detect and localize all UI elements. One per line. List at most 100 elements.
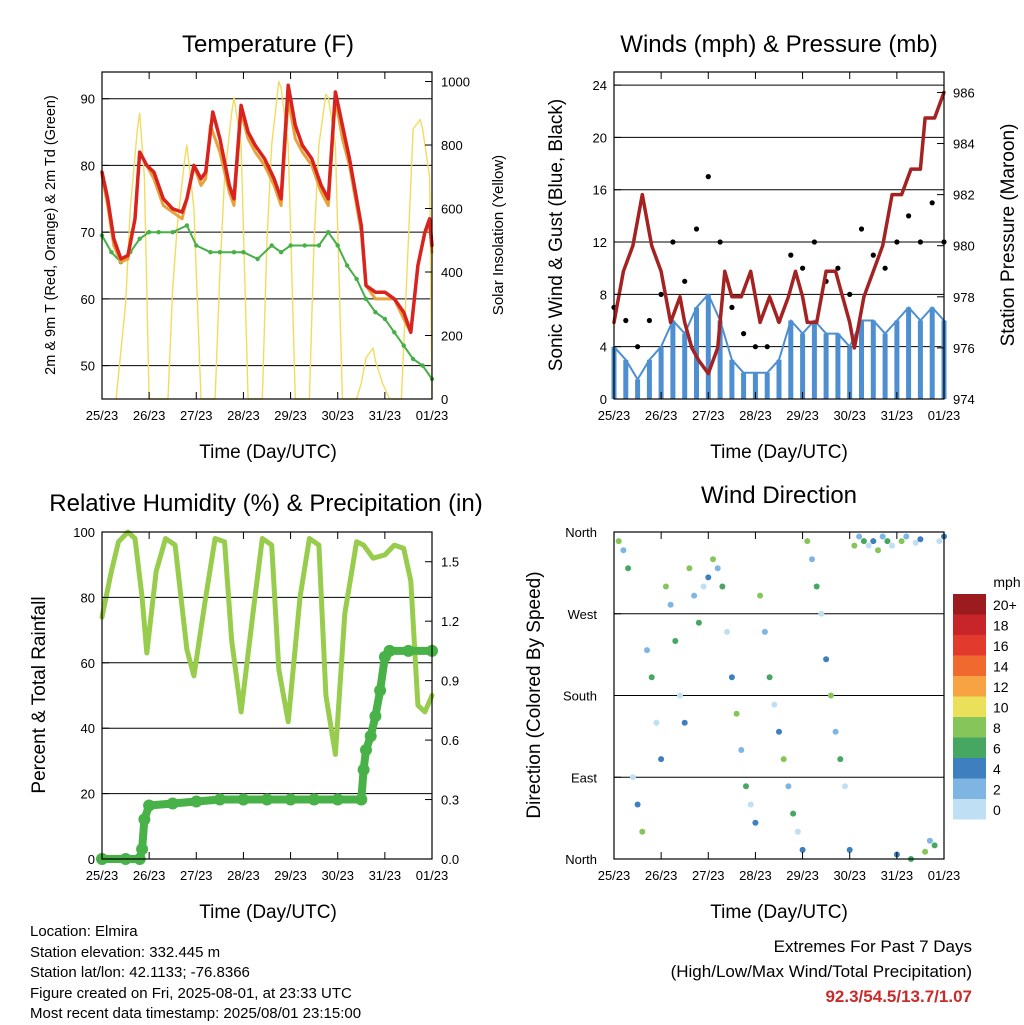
wind-direction-point bbox=[922, 848, 929, 855]
speed-legend-swatch bbox=[953, 635, 986, 656]
wind-direction-point bbox=[865, 542, 872, 549]
dewpoint-point bbox=[146, 230, 152, 235]
winds-y2tick-label: 978 bbox=[953, 290, 975, 305]
precipitation-point bbox=[308, 793, 321, 806]
direction-ylabel-left: Direction (Colored By Speed) bbox=[524, 571, 545, 818]
humidity-y2tick-label: 1.2 bbox=[441, 614, 459, 629]
winds-ytick-label: 4 bbox=[600, 340, 607, 355]
speed-legend-swatch bbox=[953, 676, 986, 697]
dewpoint-point bbox=[241, 250, 246, 255]
winds-y2tick-label: 976 bbox=[953, 341, 975, 356]
extremes-subtitle: (High/Low/Max Wind/Total Precipitation) bbox=[670, 962, 972, 981]
gust-point bbox=[741, 331, 747, 337]
wind-direction-point bbox=[917, 536, 924, 543]
precipitation-point bbox=[261, 793, 273, 806]
speed-legend-label: 6 bbox=[993, 741, 1001, 757]
wind-direction-point bbox=[705, 574, 712, 581]
dewpoint-point bbox=[137, 236, 142, 241]
wind-direction-point bbox=[884, 538, 891, 545]
dewpoint-point bbox=[335, 243, 340, 248]
wind-direction-point bbox=[860, 538, 867, 545]
winds-title: Winds (mph) & Pressure (mb) bbox=[620, 31, 937, 58]
gust-point bbox=[800, 265, 806, 271]
dewpoint-point bbox=[170, 230, 175, 235]
wind-direction-point bbox=[662, 583, 669, 590]
dewpoint-point bbox=[288, 243, 293, 248]
humidity-xlabel: Time (Day/UTC) bbox=[199, 902, 337, 923]
winds-ylabel-right: Station Pressure (Maroon) bbox=[998, 124, 1019, 347]
wind-direction-point bbox=[761, 628, 768, 635]
dewpoint-point bbox=[410, 356, 416, 362]
speed-legend-label: 16 bbox=[993, 638, 1009, 654]
wind-direction-point bbox=[700, 583, 707, 590]
dewpoint-point bbox=[344, 263, 350, 268]
wind-direction-point bbox=[799, 846, 806, 853]
wind-direction-point bbox=[719, 583, 726, 590]
temperature-xtick-label: 29/23 bbox=[274, 408, 307, 423]
direction-xtick-label: 25/23 bbox=[598, 868, 631, 883]
dewpoint-point bbox=[269, 243, 274, 248]
humidity-xtick-label: 26/23 bbox=[133, 868, 166, 883]
dewpoint-point bbox=[156, 230, 161, 235]
winds-ytick-label: 16 bbox=[593, 183, 607, 198]
temperature-ytick-label: 70 bbox=[81, 225, 95, 240]
winds-y2tick-label: 974 bbox=[953, 392, 975, 407]
precipitation-line bbox=[98, 646, 436, 863]
wind-direction-point bbox=[823, 656, 830, 663]
humidity-ytick-label: 20 bbox=[81, 787, 95, 802]
precipitation-point bbox=[166, 797, 179, 810]
precipitation-point bbox=[136, 843, 149, 856]
wind-direction-point bbox=[842, 783, 848, 790]
wind-direction-point bbox=[926, 837, 933, 844]
temperature-y2tick-label: 1000 bbox=[441, 75, 470, 90]
temperature-xlabel: Time (Day/UTC) bbox=[199, 442, 337, 463]
winds-y2tick-label: 982 bbox=[953, 188, 975, 203]
winds-ytick-label: 8 bbox=[600, 287, 607, 302]
temperature-y2tick-label: 400 bbox=[441, 265, 463, 280]
direction-panel: Wind Direction NorthEastSouthWestNorth25… bbox=[524, 482, 1021, 923]
station-info: Location: Elmira Station elevation: 332.… bbox=[30, 922, 361, 1025]
wind-direction-point bbox=[832, 728, 839, 735]
precipitation-point bbox=[364, 730, 377, 743]
wind-direction-point bbox=[879, 533, 886, 540]
wind-direction-point bbox=[620, 547, 627, 554]
precipitation-point bbox=[237, 793, 250, 806]
wind-direction-point bbox=[837, 756, 844, 763]
temperature-ylabel-right: Solar Insolation (Yellow) bbox=[490, 155, 507, 315]
dewpoint-point bbox=[420, 363, 425, 368]
temperature-xtick-label: 01/23 bbox=[416, 408, 449, 423]
humidity-xtick-label: 31/23 bbox=[369, 868, 402, 883]
dewpoint-point bbox=[278, 250, 284, 255]
dewpoint-point bbox=[392, 330, 397, 335]
wind-direction-point bbox=[724, 628, 731, 635]
dewpoint-point bbox=[217, 250, 223, 255]
gust-point bbox=[693, 226, 700, 232]
winds-y2tick-label: 986 bbox=[953, 85, 975, 100]
temperature-xtick-label: 31/23 bbox=[369, 408, 402, 423]
wind-direction-point bbox=[790, 810, 797, 817]
dewpoint-point bbox=[302, 243, 307, 248]
direction-ytick-label: North bbox=[565, 525, 597, 540]
precipitation-point bbox=[213, 793, 226, 806]
winds-ytick-label: 0 bbox=[600, 392, 607, 407]
precipitation-point bbox=[190, 795, 203, 808]
wind-direction-point bbox=[710, 556, 716, 563]
speed-legend-label: 0 bbox=[993, 802, 1001, 818]
winds-xtick-label: 25/23 bbox=[598, 408, 631, 423]
wind-direction-point bbox=[625, 565, 632, 572]
humidity-y2tick-label: 0.9 bbox=[441, 674, 459, 689]
temperature-ylabel-left: 2m & 9m T (Red, Orange) & 2m Td (Green) bbox=[43, 95, 59, 375]
2m-temperature-line bbox=[100, 97, 434, 334]
precipitation-point bbox=[143, 799, 156, 812]
speed-legend-label: 4 bbox=[993, 761, 1001, 777]
gust-point bbox=[752, 344, 759, 350]
speed-legend-swatch bbox=[953, 614, 986, 635]
humidity-title: Relative Humidity (%) & Precipitation (i… bbox=[49, 490, 482, 517]
recent-timestamp: Most recent data timestamp: 2025/08/01 2… bbox=[30, 1005, 362, 1022]
dewpoint-point bbox=[194, 243, 199, 248]
winds-y2tick-label: 980 bbox=[953, 239, 975, 254]
humidity-xtick-label: 25/23 bbox=[86, 868, 119, 883]
temperature-ytick-label: 60 bbox=[81, 292, 95, 307]
gust-point bbox=[811, 239, 818, 245]
relative-humidity-line bbox=[99, 529, 435, 757]
